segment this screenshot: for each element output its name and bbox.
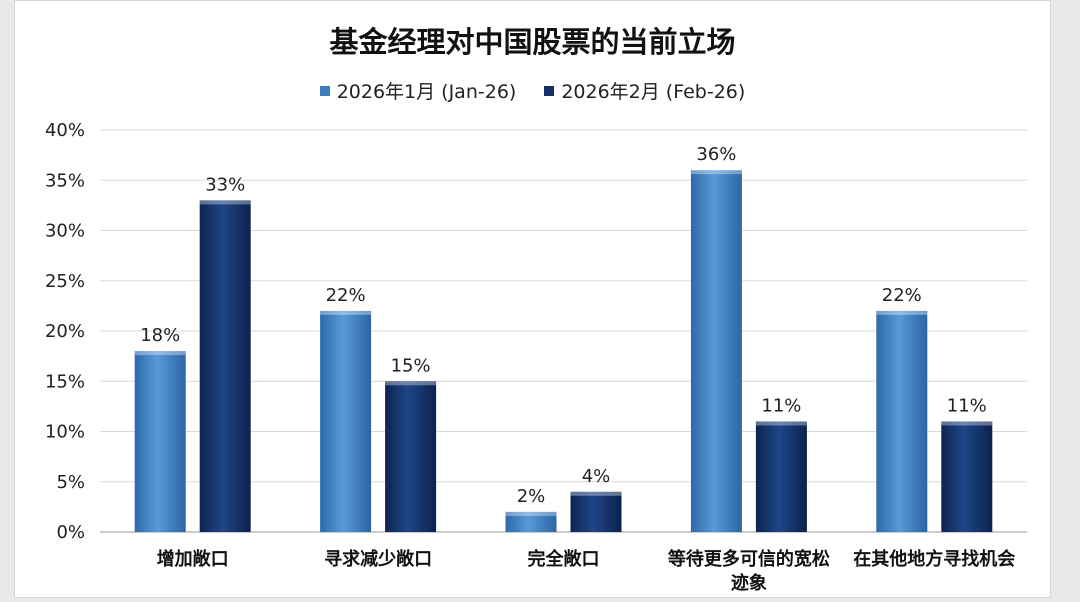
bar-highlight: [876, 310, 928, 315]
bar-highlight: [320, 310, 372, 315]
x-category-label: 增加敞口: [157, 548, 229, 570]
data-label: 4%: [582, 466, 611, 487]
data-label: 36%: [696, 144, 736, 165]
chart-legend: 2026年1月 (Jan-26) 2026年2月 (Feb-26): [15, 77, 1050, 104]
legend-item-feb: 2026年2月 (Feb-26): [544, 77, 745, 104]
x-category-label: 在其他地方寻找机会: [853, 548, 1015, 570]
data-label: 11%: [761, 395, 801, 416]
data-label: 2%: [517, 486, 546, 507]
bar: [199, 200, 251, 532]
x-category-label: 寻求减少敞口: [324, 548, 432, 570]
bar: [941, 421, 993, 532]
legend-swatch-feb: [544, 85, 555, 96]
chart-frame: 基金经理对中国股票的当前立场 2026年1月 (Jan-26) 2026年2月 …: [14, 0, 1051, 598]
y-tick-label: 40%: [45, 120, 85, 141]
data-label: 18%: [140, 325, 180, 346]
bar-highlight: [570, 491, 622, 496]
bar: [570, 491, 622, 532]
bar-highlight: [755, 421, 807, 426]
x-category-label: 迹象: [731, 572, 767, 594]
x-category-label: 完全敞口: [528, 548, 600, 570]
bar: [320, 310, 372, 532]
bar: [755, 421, 807, 532]
bar-highlight: [690, 170, 742, 175]
y-tick-label: 20%: [45, 321, 85, 342]
bar: [134, 351, 186, 532]
legend-label-jan: 2026年1月 (Jan-26): [336, 81, 517, 103]
bar: [385, 381, 437, 532]
bar: [876, 310, 928, 532]
bar-highlight: [134, 351, 186, 356]
y-tick-label: 10%: [45, 422, 85, 443]
chart-title: 基金经理对中国股票的当前立场: [329, 25, 736, 59]
bar-highlight: [385, 381, 437, 386]
data-label: 22%: [326, 285, 366, 306]
y-tick-label: 5%: [56, 472, 85, 493]
legend-swatch-jan: [319, 85, 330, 96]
legend-item-jan: 2026年1月 (Jan-26): [319, 77, 517, 104]
bar-highlight: [505, 511, 557, 516]
y-tick-label: 35%: [45, 170, 85, 191]
data-label: 11%: [947, 395, 987, 416]
bar: [505, 511, 557, 532]
legend-label-feb: 2026年2月 (Feb-26): [561, 81, 746, 103]
data-label: 15%: [391, 355, 431, 376]
y-tick-label: 15%: [45, 371, 85, 392]
data-label: 33%: [205, 174, 245, 195]
y-tick-label: 25%: [45, 271, 85, 292]
y-tick-label: 0%: [56, 522, 85, 543]
bar: [690, 170, 742, 532]
bar-highlight: [941, 421, 993, 426]
bar-highlight: [199, 200, 251, 205]
x-category-label: 等待更多可信的宽松: [668, 548, 830, 570]
y-tick-label: 30%: [45, 221, 85, 242]
data-label: 22%: [882, 285, 922, 306]
